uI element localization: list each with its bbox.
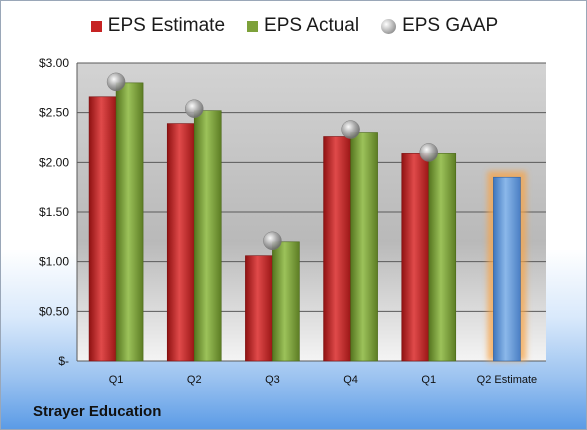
x-tick-label: Q2 Estimate [477,374,538,386]
legend-eps-actual-label: EPS Actual [264,15,360,36]
legend-eps-gaap-label: EPS GAAP [402,15,499,36]
legend-eps-estimate: EPS Estimate [90,15,226,37]
legend-eps-estimate-label: EPS Estimate [107,15,226,36]
marker-eps-gaap [106,72,126,92]
bar-eps-actual [428,153,457,362]
bar-q2-estimate [493,176,521,362]
bar-eps-estimate [401,153,430,362]
y-tick-label: $3.00 [39,56,69,70]
y-tick-label: $1.00 [39,255,69,269]
y-tick-label: $2.00 [39,155,69,169]
marker-eps-gaap [185,99,204,118]
bar-eps-estimate [88,96,117,362]
eps-gaap-marker-icon [381,18,397,34]
x-tick-label: Q4 [343,374,358,386]
x-tick-label: Q1 [109,374,124,386]
marker-eps-gaap [263,231,282,251]
legend: EPS Estimate EPS Actual EPS GAAP [1,15,586,37]
bar-eps-actual [272,241,300,362]
marker-eps-gaap [419,143,438,162]
legend-eps-gaap: EPS GAAP [381,15,498,37]
x-tick-label: Q2 [187,374,202,386]
eps-estimate-swatch [90,20,102,32]
company-title: Strayer Education [33,403,162,420]
y-tick-label: $0.50 [39,304,69,318]
x-tick-label: Q3 [265,374,280,386]
y-tick-label: $- [58,354,69,368]
y-tick-label: $2.50 [39,106,69,120]
bar-eps-actual [350,132,378,362]
bar-eps-estimate [245,255,273,362]
bar-eps-estimate [323,136,351,362]
bar-eps-estimate [166,123,195,362]
x-tick-label: Q1 [421,374,436,386]
bar-eps-actual [193,110,222,362]
legend-eps-actual: EPS Actual [247,15,359,37]
bar-eps-actual [115,82,144,362]
y-tick-label: $1.50 [39,205,69,219]
eps-actual-swatch [247,20,259,32]
marker-eps-gaap [341,120,360,139]
